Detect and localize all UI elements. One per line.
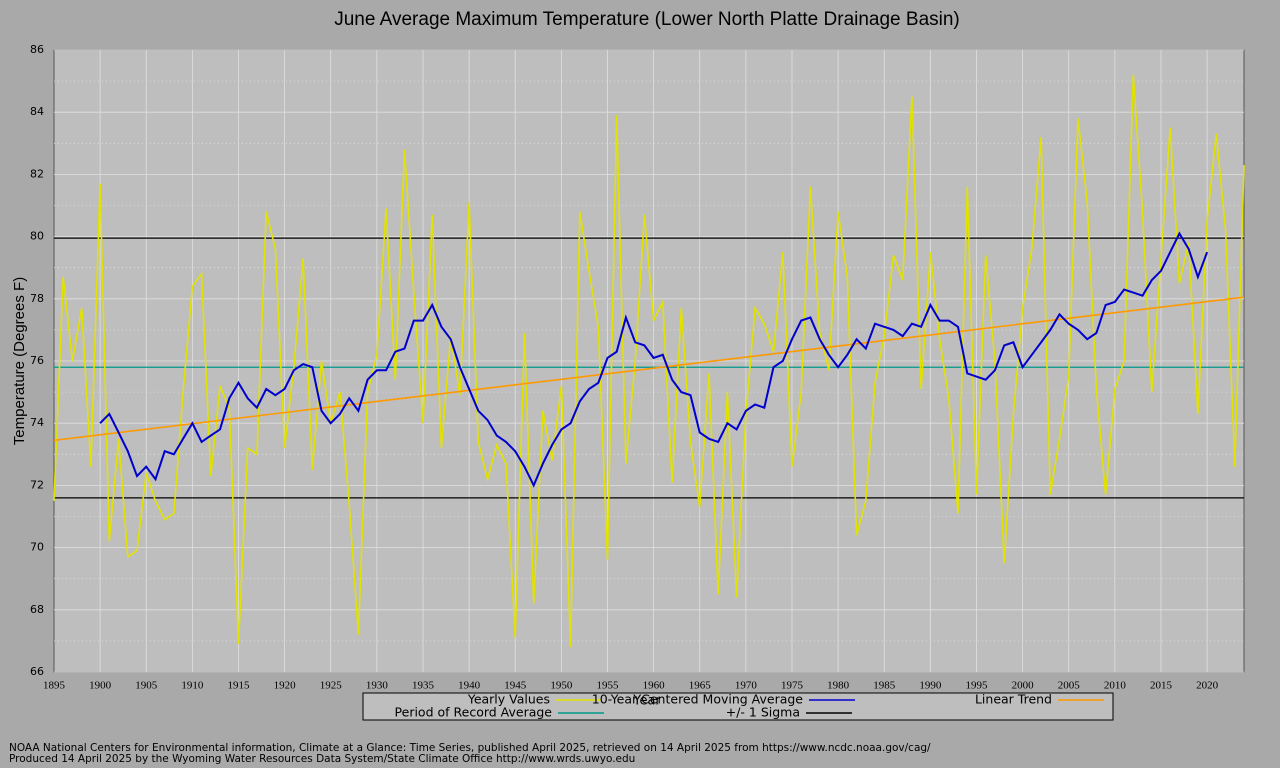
chart-title: June Average Maximum Temperature (Lower …: [334, 9, 960, 30]
legend-label: 10-Year Centered Moving Average: [592, 692, 804, 707]
x-tick-label: 1905: [135, 680, 158, 692]
x-tick-label: 1920: [274, 680, 297, 692]
legend-label: Linear Trend: [975, 692, 1052, 707]
x-tick-label: 2010: [1104, 680, 1127, 692]
y-tick-label: 84: [30, 105, 44, 118]
x-tick-label: 1965: [689, 680, 712, 692]
y-tick-label: 80: [30, 230, 44, 243]
y-axis-label: Temperature (Degrees F): [11, 277, 28, 445]
x-tick-label: 2000: [1012, 680, 1035, 692]
x-tick-label: 1955: [596, 680, 619, 692]
x-tick-label: 1975: [781, 680, 804, 692]
y-tick-label: 74: [30, 416, 44, 429]
x-tick-label: 1910: [181, 680, 204, 692]
x-tick-label: 2020: [1196, 680, 1219, 692]
x-tick-label: 1925: [320, 680, 343, 692]
x-tick-label: 1985: [873, 680, 896, 692]
y-tick-label: 66: [30, 665, 44, 678]
x-tick-label: 1900: [89, 680, 112, 692]
footer: Produced 14 April 2025 by the Wyoming Wa…: [9, 753, 635, 765]
y-tick-label: 86: [30, 43, 44, 56]
x-tick-label: 1960: [643, 680, 666, 692]
x-tick-label: 1930: [366, 680, 389, 692]
series-line: [99, 231, 1209, 488]
x-tick-label: 2015: [1150, 680, 1173, 692]
y-tick-label: 70: [30, 541, 44, 554]
series-line: [53, 296, 1245, 442]
x-tick-label: 2005: [1058, 680, 1081, 692]
y-tick-label: 78: [30, 292, 44, 305]
footer: NOAA National Centers for Environmental …: [9, 742, 931, 754]
x-tick-label: 1915: [227, 680, 250, 692]
series-line: [53, 74, 1245, 648]
y-tick-label: 76: [30, 354, 44, 367]
x-tick-label: 1990: [919, 680, 942, 692]
x-tick-label: 1995: [965, 680, 988, 692]
x-tick-label: 1945: [504, 680, 527, 692]
y-tick-label: 82: [30, 167, 44, 180]
x-tick-label: 1940: [458, 680, 481, 692]
x-tick-label: 1950: [550, 680, 573, 692]
legend-label: Period of Record Average: [395, 705, 553, 720]
x-tick-label: 1970: [735, 680, 758, 692]
x-axis-label: Year: [632, 694, 661, 709]
legend-label: +/- 1 Sigma: [726, 705, 800, 720]
legend-label: Yearly Values: [467, 692, 550, 707]
legend: [362, 692, 1114, 721]
y-tick-label: 72: [30, 478, 44, 491]
x-tick-label: 1935: [412, 680, 435, 692]
x-tick-label: 1980: [827, 680, 850, 692]
x-tick-label: 1895: [43, 680, 66, 692]
y-tick-label: 68: [30, 603, 44, 616]
